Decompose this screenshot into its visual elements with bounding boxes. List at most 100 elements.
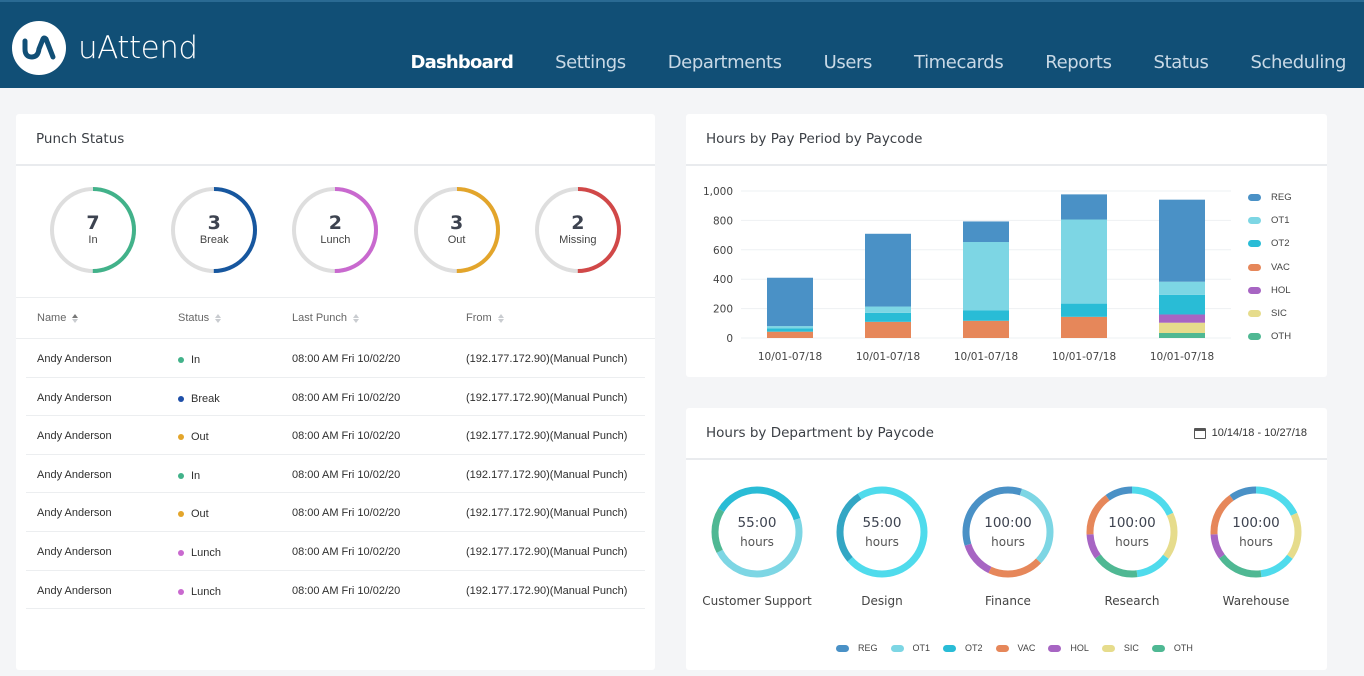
table-row[interactable]: Andy Anderson Lunch 08:00 AM Fri 10/02/20 (… (26, 532, 645, 571)
app-name: uAttend (78, 30, 198, 66)
status-cell: In (178, 470, 200, 482)
punch-source: (192.177.172.90)(Manual Punch) (466, 468, 628, 481)
donut-slice-oth (711, 486, 803, 578)
department-donut[interactable]: 100:00 hours Research (1082, 482, 1182, 608)
table-row[interactable]: Andy Anderson Break 08:00 AM Fri 10/02/20 (… (26, 378, 645, 417)
department-donut[interactable]: 100:00 hours Finance (958, 482, 1058, 608)
donut-graphic (1210, 486, 1302, 578)
status-ring-in[interactable]: 7 In (49, 186, 136, 274)
nav-item-settings[interactable]: Settings (555, 52, 626, 73)
pay-period-chart-card: Hours by Pay Period by Paycode 0 200 400 60… (686, 114, 1327, 377)
total-hours: 100:00 (1108, 515, 1156, 531)
table-row[interactable]: Andy Anderson In 08:00 AM Fri 10/02/20 (192… (26, 339, 645, 378)
legend-item-hol[interactable]: HOL (1048, 643, 1089, 653)
bar-segment-hol (1159, 314, 1205, 323)
department-donut[interactable]: 100:00 hours Warehouse (1206, 482, 1306, 608)
column-label: Status (178, 312, 210, 324)
employee-name: Andy Anderson (37, 545, 112, 558)
x-tick-label: 10/01-07/18 (954, 351, 1018, 363)
legend-item-sic[interactable]: SIC (1248, 302, 1292, 325)
legend-label: REG (858, 643, 878, 653)
punch-source: (192.177.172.90)(Manual Punch) (466, 430, 628, 443)
nav-item-departments[interactable]: Departments (667, 52, 782, 73)
ring-text: 3 Out (413, 186, 501, 274)
status-dot-icon (178, 588, 184, 595)
stacked-bar-chart: 0 200 400 600 800 1,000 10/01-07/18 10/01-07/18… (703, 186, 1231, 363)
card-header: Hours by Department by Paycode 10/14/18 … (686, 408, 1327, 460)
status-text: Break (191, 392, 220, 405)
legend-item-reg[interactable]: REG (1248, 186, 1292, 209)
table-body: Andy Anderson In 08:00 AM Fri 10/02/20 (192… (16, 339, 655, 610)
last-punch: 08:00 AM Fri 10/02/20 (292, 584, 401, 597)
bar-segment-vac (963, 320, 1009, 338)
legend-swatch-icon (1248, 217, 1261, 225)
ring-graphic (50, 187, 136, 273)
ring-progress (171, 187, 258, 273)
nav-item-scheduling[interactable]: Scheduling (1250, 52, 1347, 73)
donut-slice-reg (1086, 486, 1178, 578)
column-header-name[interactable]: Name (37, 312, 79, 324)
punch-status-card: Punch Status 7 In 3 Break 2 Lunch 3 Out 2 Missing… (16, 114, 655, 670)
legend-item-vac[interactable]: VAC (995, 643, 1035, 653)
nav-item-dashboard[interactable]: Dashboard (410, 52, 514, 73)
legend-item-ot2[interactable]: OT2 (943, 643, 983, 653)
column-header-status[interactable]: Status (178, 312, 222, 324)
y-tick-label: 600 (713, 245, 733, 257)
card-header: Punch Status (16, 114, 655, 166)
status-label: Lunch (320, 234, 351, 246)
legend-item-ot2[interactable]: OT2 (1248, 232, 1292, 255)
column-header-last-punch[interactable]: Last Punch (292, 312, 360, 324)
legend-item-sic[interactable]: SIC (1101, 643, 1139, 653)
legend-swatch-icon (943, 644, 957, 652)
bar-segment-ot2 (1159, 294, 1205, 315)
column-header-from[interactable]: From (466, 312, 504, 324)
nav-item-timecards[interactable]: Timecards (914, 52, 1004, 73)
status-ring-lunch[interactable]: 2 Lunch (291, 186, 379, 274)
legend-item-ot1[interactable]: OT1 (890, 643, 931, 653)
status-ring-out[interactable]: 3 Out (413, 186, 500, 274)
bar-segment-reg (1159, 199, 1205, 282)
legend-item-oth[interactable]: OTH (1248, 325, 1292, 348)
donut-graphic (962, 486, 1054, 578)
bar-segment-vac (767, 331, 813, 338)
status-dot-icon (178, 549, 184, 556)
sort-icon (215, 313, 222, 323)
last-punch: 08:00 AM Fri 10/02/20 (292, 468, 401, 481)
x-tick-label: 10/01-07/18 (856, 351, 920, 363)
app-logo[interactable]: uAttend (12, 21, 198, 75)
ring-text: 3 Break (170, 186, 258, 274)
legend-item-reg[interactable]: REG (836, 643, 878, 653)
nav-item-reports[interactable]: Reports (1045, 52, 1112, 73)
status-count: 2 (571, 212, 585, 234)
bar-segment-ot1 (865, 306, 911, 313)
table-row[interactable]: Andy Anderson Out 08:00 AM Fri 10/02/20 (19… (26, 493, 645, 532)
status-count: 3 (449, 212, 464, 234)
hours-unit: hours (740, 535, 774, 549)
nav-item-status[interactable]: Status (1153, 52, 1209, 73)
department-donut[interactable]: 55:00 hours Customer Support (702, 482, 812, 608)
legend-item-hol[interactable]: HOL (1248, 279, 1292, 302)
table-row[interactable]: Andy Anderson In 08:00 AM Fri 10/02/20 (192… (26, 455, 645, 494)
status-ring-break[interactable]: 3 Break (170, 186, 258, 274)
donut-slice-oth (1086, 486, 1178, 578)
punch-source: (192.177.172.90)(Manual Punch) (466, 507, 628, 520)
status-label: Out (447, 234, 466, 246)
legend-item-ot1[interactable]: OT1 (1248, 209, 1292, 232)
nav-item-users[interactable]: Users (823, 52, 873, 73)
date-range-picker[interactable]: 10/14/18 - 10/27/18 (1193, 427, 1307, 439)
legend-item-vac[interactable]: VAC (1248, 256, 1292, 279)
legend-item-oth[interactable]: OTH (1151, 643, 1193, 653)
donut-center: 55:00 hours (832, 482, 932, 582)
table-row[interactable]: Andy Anderson Out 08:00 AM Fri 10/02/20 (19… (26, 416, 645, 455)
status-cell: Lunch (178, 547, 221, 559)
status-cell: Break (178, 393, 220, 405)
uattend-logo-icon (12, 21, 66, 75)
status-ring-missing[interactable]: 2 Missing (534, 186, 621, 274)
donut-slice-vac (1210, 486, 1302, 578)
total-hours: 100:00 (984, 515, 1032, 531)
department-donut[interactable]: 55:00 hours Design (832, 482, 932, 608)
table-row[interactable]: Andy Anderson Lunch 08:00 AM Fri 10/02/20 (… (26, 571, 645, 610)
legend-label: OT1 (912, 643, 931, 653)
sort-icon (72, 313, 79, 323)
status-label: In (88, 234, 98, 246)
